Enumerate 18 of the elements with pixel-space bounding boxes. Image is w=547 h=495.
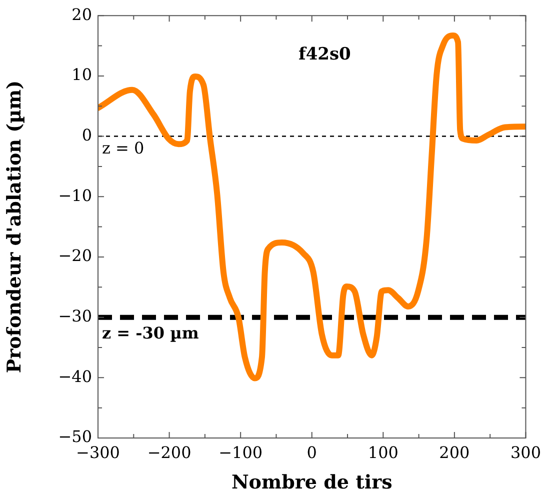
x-axis-title: Nombre de tirs <box>231 472 392 494</box>
y-axis-title: Profondeur d'ablation (µm) <box>3 80 26 374</box>
y-tick-label: 0 <box>82 125 92 144</box>
x-tick-label: 300 <box>510 442 542 462</box>
x-tick-label: −100 <box>218 442 263 462</box>
y-tick-label: 10 <box>72 65 92 84</box>
y-tick-label: −40 <box>58 366 92 386</box>
y-tick-label: 20 <box>72 4 92 24</box>
x-tick-label: 100 <box>368 442 398 462</box>
ref-line-label: z = 0 <box>102 138 144 158</box>
annotation: f42s0 <box>298 44 352 65</box>
x-tick-label: −200 <box>147 442 192 462</box>
ref-line-label: z = -30 µm <box>102 323 199 342</box>
x-tick-label: 0 <box>306 442 317 462</box>
x-tick-label: 200 <box>439 442 470 462</box>
y-tick-label: −10 <box>58 186 92 205</box>
y-tick-label: −20 <box>58 246 92 266</box>
y-tick-label: −30 <box>58 306 92 326</box>
